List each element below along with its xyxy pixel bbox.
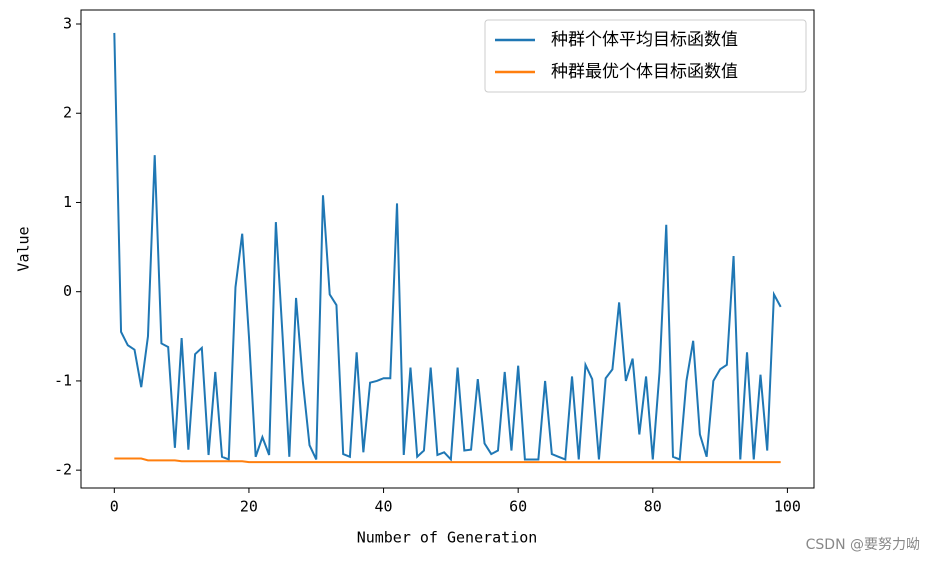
legend-label: 种群个体平均目标函数值 bbox=[551, 30, 738, 50]
y-tick-label: -1 bbox=[54, 371, 72, 389]
x-axis-label: Number of Generation bbox=[357, 529, 538, 547]
x-tick-label: 0 bbox=[110, 498, 119, 516]
legend-box bbox=[484, 19, 807, 93]
x-tick-label: 80 bbox=[644, 498, 662, 516]
watermark: CSDN @要努力呦 bbox=[806, 537, 920, 553]
x-tick-label: 40 bbox=[375, 498, 393, 516]
y-axis-label: Value bbox=[15, 226, 33, 271]
x-tick-label: 60 bbox=[509, 498, 527, 516]
series-line bbox=[114, 457, 781, 464]
x-tick-label: 20 bbox=[240, 498, 258, 516]
x-tick-label: 100 bbox=[774, 498, 801, 516]
plot-frame bbox=[80, 9, 815, 489]
series-line bbox=[113, 32, 782, 462]
y-tick-label: 3 bbox=[63, 15, 72, 33]
y-tick-label: 2 bbox=[63, 104, 72, 122]
y-tick-label: 0 bbox=[63, 282, 72, 300]
y-tick-label: 1 bbox=[63, 193, 72, 211]
y-tick-label: -2 bbox=[54, 461, 72, 479]
legend-label: 种群最优个体目标函数值 bbox=[551, 62, 738, 82]
